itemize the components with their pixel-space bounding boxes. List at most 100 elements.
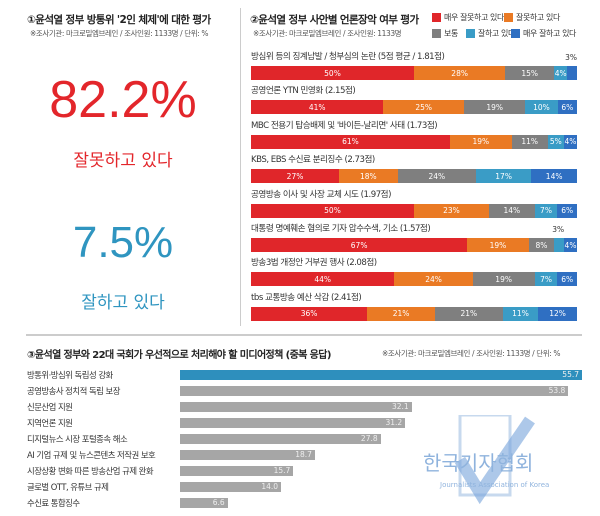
bar-segment: 11% <box>502 306 539 321</box>
bar-segment: 24% <box>397 169 476 184</box>
row-label: 방심위 등의 징계남발 / 청부심의 논란 (5점 평균 / 1.81점) <box>251 52 445 62</box>
policy-label: 지역언론 지원 <box>27 418 73 428</box>
bar-segment: 11% <box>511 134 548 149</box>
bar-segment: 44% <box>251 272 395 287</box>
legend-label: 잘못하고 있다 <box>516 13 560 22</box>
bar-segment: 61% <box>251 134 450 149</box>
legend-item: 매우 잘하고 있다 <box>511 28 576 39</box>
bar-segment: 6% <box>557 100 577 115</box>
chart2-note: ※조사기관: 마크로밀엠브레인 / 조사인원: 1133명 <box>253 29 402 38</box>
policy-label: 신문산업 지원 <box>27 402 73 412</box>
watermark-sub: Journalists Association of Korea <box>439 481 549 489</box>
policy-label: 시장상황 변화 따른 방송산업 규제 완화 <box>27 466 154 476</box>
bar-segment: 25% <box>383 100 465 115</box>
bar-segment: 4% <box>554 66 568 80</box>
bar-segment: 5% <box>547 134 564 149</box>
horizontal-divider <box>26 334 582 336</box>
bar-segment: 50% <box>251 203 414 218</box>
stacked-bar: 41% 25% 19% 10% 6% <box>251 100 577 115</box>
row-label: 대통령 명예훼손 혐의로 기자 압수수색, 기소 (1.57점) <box>251 224 431 234</box>
policy-bar: 31.2 <box>180 418 406 428</box>
policy-bar: 15.7 <box>180 466 294 476</box>
legend-swatch <box>432 13 441 22</box>
bar-segment: 28% <box>414 66 506 80</box>
bar-segment: 41% <box>251 100 384 115</box>
policy-bar: 14.0 <box>180 482 282 492</box>
row-label: KBS, EBS 수신료 분리징수 (2.73점) <box>251 155 375 166</box>
legend-item: 매우 잘못하고 있다 <box>432 12 504 23</box>
bar-segment: 6% <box>557 203 577 218</box>
policy-label: AI 기업 규제 및 뉴스콘텐츠 저작권 보호 <box>27 450 156 460</box>
policy-bar: 18.7 <box>180 450 315 460</box>
bar-segment: 19% <box>467 238 529 252</box>
vertical-divider <box>240 8 241 326</box>
bar-segment: 67% <box>251 238 468 252</box>
policy-label: 글로벌 OTT, 유튜브 규제 <box>27 482 109 492</box>
legend-swatch <box>466 29 475 38</box>
stacked-bar: 61% 19% 11% 5% 4% <box>251 134 577 149</box>
bar-segment: 18% <box>339 169 398 184</box>
legend-label: 매우 잘하고 있다 <box>523 29 577 38</box>
bar-segment: 21% <box>367 306 435 321</box>
bar-segment <box>554 238 565 252</box>
good-value: 7.5% <box>72 218 174 267</box>
bar-segment: 14% <box>488 203 535 218</box>
watermark-name: 한국기자협회 <box>423 451 533 475</box>
bad-label: 잘못하고 있다 <box>73 151 173 171</box>
row-label: MBC 전용기 탑승배제 및 '바이든-날리면' 사태 (1.73점) <box>251 120 438 131</box>
policy-label: 수신료 통합징수 <box>27 498 80 508</box>
legend-swatch <box>504 13 513 22</box>
bar-segment: 4% <box>564 238 577 252</box>
bar-segment: 21% <box>434 306 503 321</box>
policy-bar: 53.8 <box>180 386 569 396</box>
bar-segment: 12% <box>538 306 577 321</box>
bar-segment: 8% <box>528 238 555 252</box>
bar-segment <box>567 66 577 80</box>
outside-label: 3% <box>565 53 578 62</box>
legend-item: 보통 <box>432 28 458 39</box>
bar-segment: 17% <box>475 169 532 184</box>
policy-bar: 6.6 <box>180 498 228 508</box>
legend-swatch <box>432 29 441 38</box>
stacked-bar: 44% 24% 19% 7% 6% <box>251 272 577 287</box>
legend-item: 잘못하고 있다 <box>504 12 560 23</box>
bar-segment: 10% <box>525 100 558 115</box>
stacked-bar: 50% 28% 15% 4% <box>251 66 577 80</box>
chart3-title: ③윤석열 정부와 22대 국회가 우선적으로 처리해야 할 미디어정책 (중복 … <box>27 350 331 361</box>
outside-label: 3% <box>552 225 565 234</box>
chart2-title: ②윤석열 정부 사안별 언론장악 여부 평가 <box>250 14 419 26</box>
legend-label: 잘하고 있다 <box>478 29 515 38</box>
policy-label: 방통위·방심위 독립성 강화 <box>27 370 113 380</box>
row-label: 공영언론 YTN 민영화 (2.15점) <box>251 86 356 97</box>
bar-segment: 19% <box>449 134 512 149</box>
bar-segment: 36% <box>251 306 368 321</box>
bar-segment: 19% <box>464 100 526 115</box>
legend-item: 잘하고 있다 <box>466 28 515 39</box>
policy-bar: 55.7 <box>180 370 582 380</box>
panel1-title: ①윤석열 정부 방통위 '2인 체제'에 대한 평가 <box>27 14 211 26</box>
bar-segment: 6% <box>557 272 577 287</box>
chart3-note: ※조사기관: 마크로밀엠브레인 / 조사인원: 1133명 / 단위: % <box>382 349 561 358</box>
bar-segment: 24% <box>394 272 473 287</box>
panel1-note: ※조사기관: 마크로밀엠브레인 / 조사인원: 1133명 / 단위: % <box>30 29 209 38</box>
stacked-bar: 27% 18% 24% 17% 14% <box>251 169 577 184</box>
checkmark-logo-icon: 한국기자협회 Journalists Association of Korea <box>423 413 549 505</box>
bar-segment: 27% <box>251 169 340 184</box>
policy-bar: 32.1 <box>180 402 412 412</box>
bar-segment: 19% <box>472 272 535 287</box>
bar-segment: 4% <box>563 134 577 149</box>
bar-segment: 7% <box>534 272 558 287</box>
row-label: 방송3법 개정안 거부권 행사 (2.08점) <box>251 258 377 269</box>
good-label: 잘하고 있다 <box>81 293 165 313</box>
row-label: 공영방송 이사 및 사장 교체 시도 (1.97점) <box>251 189 391 200</box>
bar-segment: 23% <box>414 203 489 218</box>
policy-label: 공영방송사 정치적 독립 보장 <box>27 386 120 396</box>
legend-label: 보통 <box>444 29 458 38</box>
legend-swatch <box>511 29 520 38</box>
policy-bar: 27.8 <box>180 434 381 444</box>
policy-label: 디지털뉴스 시장 포털종속 해소 <box>27 434 128 444</box>
bad-value: 82.2% <box>49 71 197 129</box>
stacked-bar: 36% 21% 21% 11% 12% <box>251 306 577 321</box>
legend-label: 매우 잘못하고 있다 <box>444 13 504 22</box>
stacked-bar: 67% 19% 8% 4% <box>251 238 577 252</box>
